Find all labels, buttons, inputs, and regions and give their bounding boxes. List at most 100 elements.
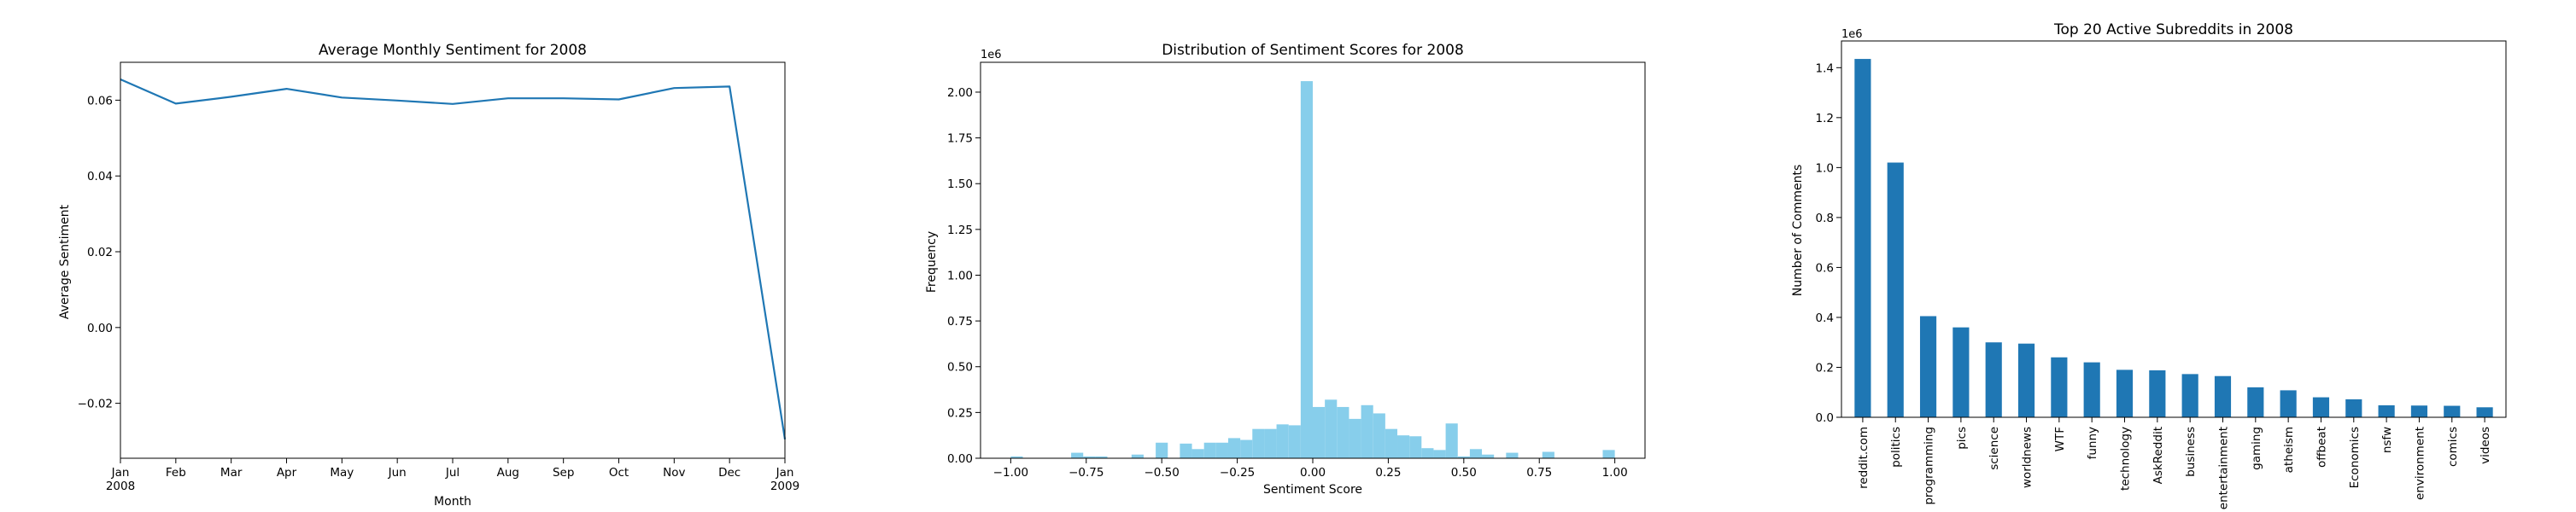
y-tick-label: 1.75 — [947, 132, 973, 146]
y-tick-label: 0.8 — [1816, 212, 1834, 225]
plot-marks: 0.00 0.25 0.50 0.75 1.00 1.25 1.50 1.75 2.00 −1.0… — [947, 81, 1628, 480]
y-offset-label: 1e6 — [1841, 28, 1863, 41]
y-tick-label: 1.00 — [947, 269, 973, 282]
x-tick-label: Aug — [497, 466, 519, 480]
bar — [1854, 59, 1871, 417]
x-tick-label: Dec — [718, 466, 741, 480]
x-axis-label: Month — [434, 495, 471, 509]
plot-frame — [1841, 40, 2507, 418]
x-tick-label: −0.50 — [1144, 466, 1179, 480]
bar — [1952, 327, 1970, 417]
histogram-bar — [1180, 443, 1192, 458]
histogram-bar — [1313, 406, 1326, 458]
bar — [2247, 387, 2264, 417]
bar — [1887, 162, 1904, 417]
bar — [2214, 375, 2232, 417]
y-tick-label: 0.2 — [1816, 361, 1834, 375]
y-tick-label: 0.4 — [1816, 311, 1834, 325]
x-tick-label: −0.75 — [1068, 466, 1104, 480]
y-tick-label: 1.0 — [1816, 161, 1834, 175]
x-tick-label: Mar — [220, 466, 243, 480]
sentiment-histogram-chart: Distribution of Sentiment Scores for 200… — [925, 42, 1646, 497]
bar — [2149, 369, 2166, 417]
y-tick-label: 0.0 — [1816, 411, 1834, 425]
x-tick-label: 0.25 — [1375, 466, 1401, 480]
bar — [2181, 374, 2198, 417]
histogram-bar — [1457, 456, 1470, 458]
histogram-bar — [1337, 406, 1349, 458]
x-tick-label: WTF — [2053, 427, 2067, 451]
x-tick-label: 0.00 — [1300, 466, 1326, 480]
x-tick-label: 2008 — [106, 480, 135, 493]
plot-frame — [120, 61, 786, 459]
x-tick-label: Oct — [609, 466, 629, 480]
bar — [1985, 342, 2002, 417]
histogram-bar — [1445, 423, 1458, 458]
histogram-bar — [1010, 456, 1023, 458]
monthly-sentiment-chart: Average Monthly Sentiment for 2008 Month… — [58, 42, 799, 509]
bar — [2312, 397, 2330, 417]
histogram-bar — [1506, 452, 1519, 458]
y-offset-label: 1e6 — [981, 49, 1002, 61]
histogram-bar — [1083, 456, 1096, 458]
histogram-bar — [1191, 449, 1204, 458]
x-tick-label: environment — [2413, 427, 2427, 500]
y-tick-label: 0.02 — [87, 246, 113, 259]
x-tick-label: Economics — [2348, 427, 2362, 488]
x-tick-label: atheism — [2282, 427, 2296, 473]
histogram-bar — [1240, 439, 1253, 458]
x-tick-label: −1.00 — [993, 466, 1028, 480]
y-tick-label: 1.25 — [947, 224, 973, 237]
y-axis-label: Average Sentiment — [58, 204, 72, 319]
histogram-bar — [1482, 454, 1495, 458]
y-tick-label: 0.50 — [947, 361, 973, 375]
histogram-bar — [1288, 425, 1301, 458]
x-tick-label: 2009 — [770, 480, 799, 493]
bar — [2083, 362, 2100, 417]
histogram-bar — [1373, 413, 1385, 458]
chart-title: Distribution of Sentiment Scores for 200… — [1162, 42, 1464, 59]
histogram-bar — [1203, 442, 1216, 458]
histogram-bar — [1095, 456, 1108, 458]
histogram-bar — [1071, 452, 1084, 458]
histogram-bar — [1542, 451, 1554, 458]
x-tick-label: offbeat — [2315, 427, 2328, 468]
x-tick-label: worldnews — [2021, 427, 2034, 488]
x-tick-label: videos — [2479, 427, 2492, 464]
histogram-bar — [1227, 438, 1241, 458]
y-tick-label: 0.25 — [947, 406, 973, 420]
histogram-bar — [1397, 435, 1410, 458]
chart-title: Average Monthly Sentiment for 2008 — [319, 42, 587, 59]
bar — [2410, 405, 2428, 417]
x-tick-label: Nov — [663, 466, 685, 480]
histogram-bar — [1602, 450, 1615, 458]
histogram-bar — [1385, 428, 1398, 458]
x-tick-label: Jan — [776, 466, 794, 480]
y-tick-label: −0.02 — [78, 398, 113, 411]
y-axis-label: Frequency — [925, 231, 939, 293]
histogram-bar — [1469, 449, 1483, 458]
y-tick-label: 1.2 — [1816, 112, 1834, 125]
x-tick-label: science — [1988, 427, 2001, 470]
bar — [1919, 316, 1937, 417]
histogram-bar — [1300, 81, 1313, 458]
y-axis-label: Number of Comments — [1791, 165, 1805, 297]
x-tick-label: Apr — [277, 466, 297, 480]
x-tick-label: programming — [1923, 427, 1936, 505]
x-tick-label: technology — [2119, 427, 2133, 491]
bar — [2345, 399, 2362, 417]
y-tick-label: 0.00 — [87, 322, 113, 335]
y-tick-label: 0.75 — [947, 315, 973, 329]
x-tick-label: entertainment — [2216, 427, 2230, 509]
histogram-bar — [1349, 418, 1361, 458]
chart-title: Top 20 Active Subreddits in 2008 — [2053, 21, 2293, 38]
histogram-bar — [1276, 424, 1289, 458]
x-tick-label: Jan — [111, 466, 130, 480]
x-axis-label: Sentiment Score — [1263, 483, 1362, 497]
x-tick-label: pics — [1955, 427, 1969, 450]
y-tick-label: 1.4 — [1816, 61, 1834, 75]
histogram-bar — [1409, 436, 1422, 458]
plot-frame — [980, 61, 1646, 459]
bar — [2051, 357, 2068, 417]
